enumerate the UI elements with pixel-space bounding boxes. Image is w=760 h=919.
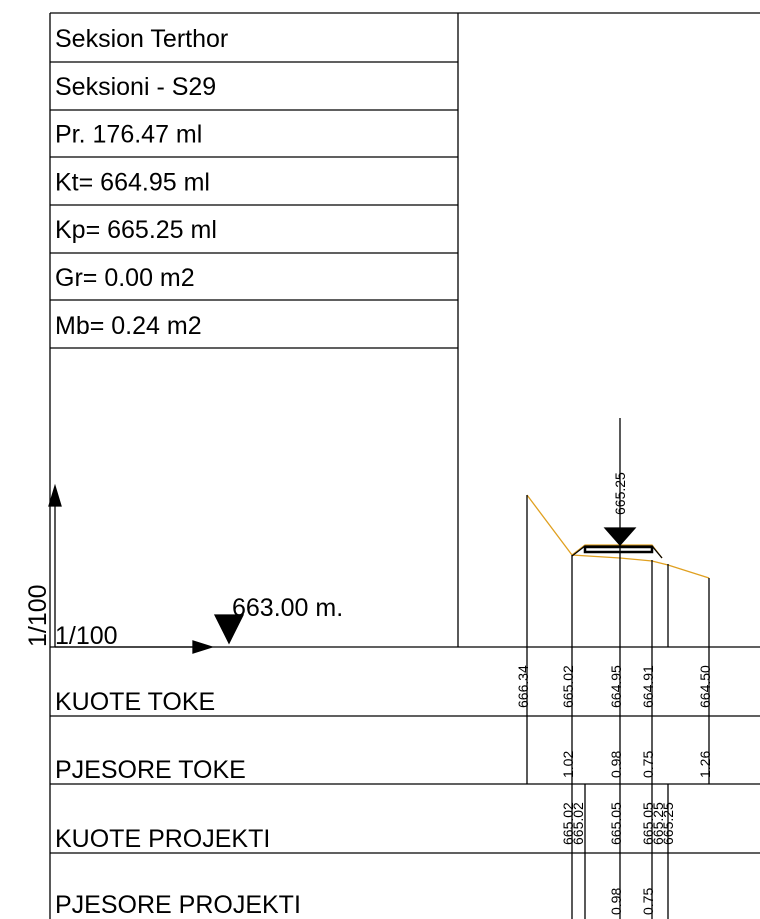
row-value: 665.25: [660, 802, 676, 845]
header-row: Pr. 176.47 ml: [55, 121, 202, 149]
row-value: 665.02: [560, 802, 576, 845]
row-label: KUOTE TOKE: [55, 688, 215, 716]
row-label: KUOTE PROJEKTI: [55, 825, 270, 853]
row-label: PJESORE TOKE: [55, 756, 246, 784]
axis-elevation: 665.25: [612, 472, 628, 515]
row-value: 664.91: [640, 665, 656, 708]
header-row: Mb= 0.24 m2: [55, 312, 202, 340]
profile: [526, 418, 710, 919]
header-row: Kp= 665.25 ml: [55, 216, 217, 244]
row-value: 0.98: [608, 751, 624, 778]
row-value: 0.75: [640, 888, 656, 915]
row-value: 1.02: [560, 751, 576, 778]
row-value: 666.34: [515, 665, 531, 708]
header-row: Seksioni - S29: [55, 73, 216, 101]
row-value: 0.98: [608, 888, 624, 915]
row-value: 665.05: [608, 802, 624, 845]
row-value: 665.02: [560, 665, 576, 708]
row-value: 665.25: [650, 802, 666, 845]
row-value: 665.02: [570, 802, 586, 845]
row-value: 0.75: [640, 751, 656, 778]
header-row: Seksion Terthor: [55, 25, 228, 53]
row-label: PJESORE PROJEKTI: [55, 891, 301, 919]
header-row: Kt= 664.95 ml: [55, 168, 210, 196]
scale-arrows: [48, 483, 245, 654]
row-value: 665.05: [640, 802, 656, 845]
row-value: 1.26: [697, 751, 713, 778]
row-value: 664.50: [697, 665, 713, 708]
vertical-scale: 1/100: [24, 584, 52, 647]
horizontal-scale: 1/100: [55, 622, 118, 650]
datum-label: 663.00 m.: [232, 594, 343, 622]
header-row: Gr= 0.00 m2: [55, 264, 195, 292]
row-value: 664.95: [608, 665, 624, 708]
